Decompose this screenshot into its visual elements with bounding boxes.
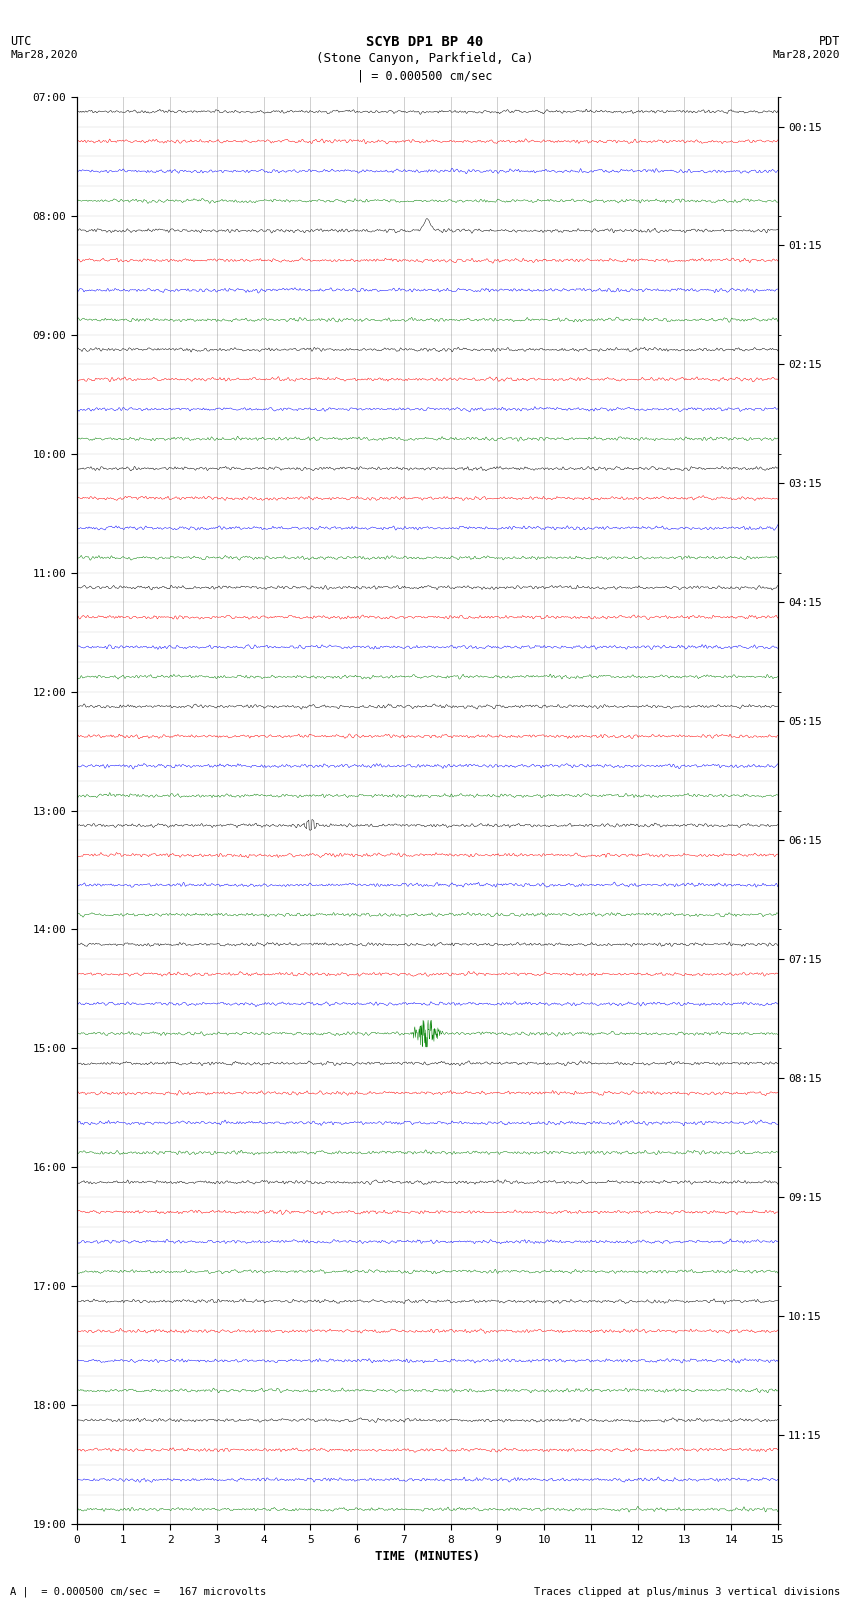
X-axis label: TIME (MINUTES): TIME (MINUTES) — [375, 1550, 479, 1563]
Text: Traces clipped at plus/minus 3 vertical divisions: Traces clipped at plus/minus 3 vertical … — [534, 1587, 840, 1597]
Text: Mar28,2020: Mar28,2020 — [773, 50, 840, 60]
Text: A |  = 0.000500 cm/sec =   167 microvolts: A | = 0.000500 cm/sec = 167 microvolts — [10, 1586, 266, 1597]
Text: (Stone Canyon, Parkfield, Ca): (Stone Canyon, Parkfield, Ca) — [316, 52, 534, 65]
Text: SCYB DP1 BP 40: SCYB DP1 BP 40 — [366, 35, 484, 50]
Text: Mar28,2020: Mar28,2020 — [10, 50, 77, 60]
Text: UTC: UTC — [10, 35, 31, 48]
Text: PDT: PDT — [819, 35, 840, 48]
Text: | = 0.000500 cm/sec: | = 0.000500 cm/sec — [357, 69, 493, 82]
